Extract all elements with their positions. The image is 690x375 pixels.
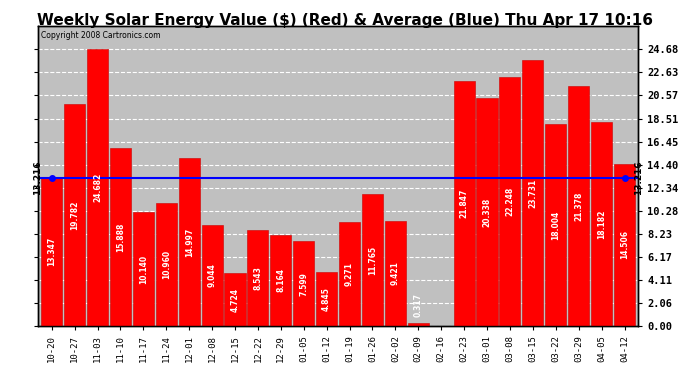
Bar [156, 203, 177, 326]
Bar [477, 98, 497, 326]
Bar [385, 220, 406, 326]
Text: 24.682: 24.682 [93, 173, 102, 202]
Text: 22.248: 22.248 [506, 187, 515, 216]
Text: 19.782: 19.782 [70, 201, 79, 230]
Bar [568, 86, 589, 326]
Text: Weekly Solar Energy Value ($) (Red) & Average (Blue) Thu Apr 17 10:16: Weekly Solar Energy Value ($) (Red) & Av… [37, 13, 653, 28]
Text: 8.164: 8.164 [276, 268, 286, 292]
Bar [614, 164, 635, 326]
Bar [270, 235, 291, 326]
Bar [110, 148, 131, 326]
Bar [224, 273, 246, 326]
Text: 8.543: 8.543 [253, 266, 262, 290]
Text: 18.004: 18.004 [551, 211, 560, 240]
Text: 7.599: 7.599 [299, 272, 308, 296]
Bar [201, 225, 223, 326]
Bar [41, 177, 62, 326]
Bar [591, 122, 612, 326]
Text: 4.845: 4.845 [322, 287, 331, 311]
Text: Copyright 2008 Cartronics.com: Copyright 2008 Cartronics.com [41, 31, 161, 40]
Bar [248, 230, 268, 326]
Text: 10.140: 10.140 [139, 255, 148, 284]
Bar [545, 124, 566, 326]
Text: 21.378: 21.378 [574, 192, 583, 221]
Bar [453, 81, 475, 326]
Text: 13.216: 13.216 [633, 160, 643, 195]
Text: 21.847: 21.847 [460, 189, 469, 218]
Text: 11.765: 11.765 [368, 246, 377, 275]
Text: 4.724: 4.724 [230, 288, 239, 312]
Bar [316, 272, 337, 326]
Bar [87, 50, 108, 326]
Text: 18.182: 18.182 [597, 210, 606, 239]
Bar [339, 222, 360, 326]
Text: 20.338: 20.338 [482, 198, 491, 227]
Text: 14.506: 14.506 [620, 230, 629, 260]
Bar [408, 323, 428, 326]
Bar [293, 241, 314, 326]
Bar [522, 60, 544, 326]
Text: 9.044: 9.044 [208, 264, 217, 288]
Text: 10.960: 10.960 [161, 250, 170, 279]
Text: 23.731: 23.731 [529, 178, 538, 208]
Text: 0.317: 0.317 [414, 293, 423, 317]
Bar [64, 104, 85, 326]
Text: 13.347: 13.347 [47, 237, 56, 266]
Bar [362, 194, 383, 326]
Text: 14.997: 14.997 [185, 228, 194, 257]
Text: 13.216: 13.216 [33, 160, 43, 195]
Text: 15.888: 15.888 [116, 222, 125, 252]
Text: 9.271: 9.271 [345, 262, 354, 286]
Bar [179, 158, 199, 326]
Bar [500, 76, 520, 326]
Bar [132, 213, 154, 326]
Text: 9.421: 9.421 [391, 261, 400, 285]
